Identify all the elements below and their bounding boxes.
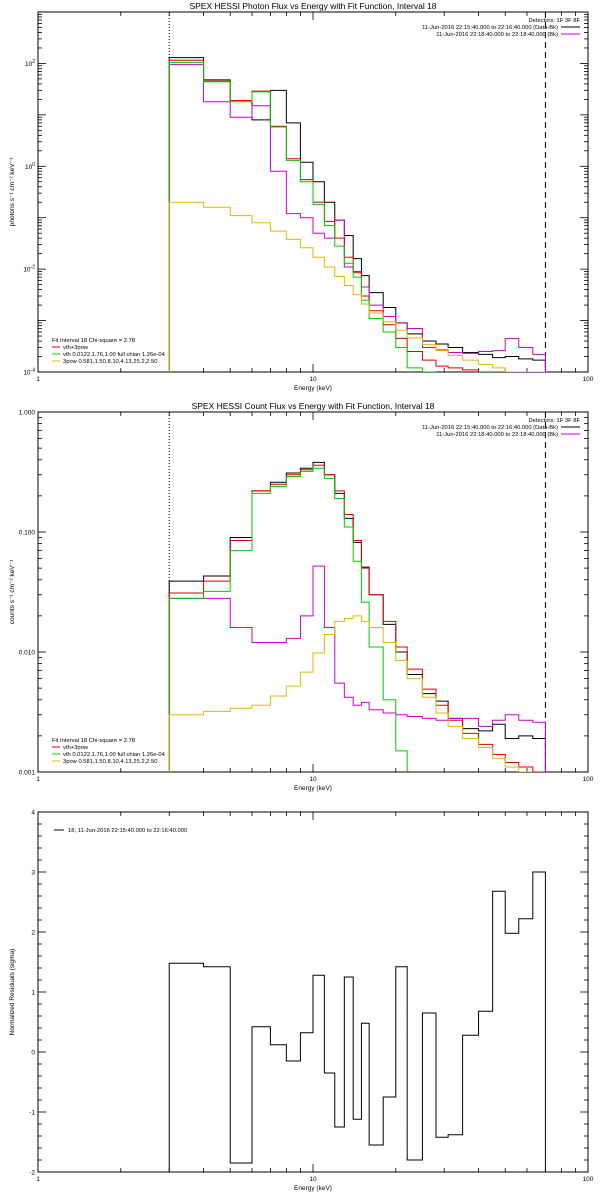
legend-entry-text: 11-Jun-2016 22:18:40.000 to 22:18:40.000… bbox=[436, 32, 558, 38]
y-tick-label: 3 bbox=[31, 870, 35, 877]
chart-title: SPEX HESSI Photon Flux vs Energy with Fi… bbox=[189, 1, 436, 11]
x-tick-label: 100 bbox=[583, 376, 594, 383]
y-axis: -2 -1 0 1 2 3 4 bbox=[29, 810, 588, 1177]
y-axis: 0.001 0.010 0.100 1.000 bbox=[19, 410, 588, 777]
x-tick-label: 1 bbox=[36, 1176, 40, 1183]
y-tick-exponent: -4 bbox=[31, 368, 36, 374]
legend-entry-text: 3pow 0.581,1.50,8.10,4.13,25.2,2.50 bbox=[63, 359, 157, 365]
y-tick-base: 0 bbox=[31, 1050, 35, 1057]
y-tick-label: 1.000 bbox=[19, 410, 36, 417]
series-group bbox=[168, 461, 546, 772]
legend-entry-text: vth+3pow bbox=[63, 745, 89, 751]
y-tick-label: 102 bbox=[25, 59, 35, 68]
series-bk bbox=[168, 565, 546, 772]
series-data-bk bbox=[168, 57, 546, 372]
y-tick-label: 10-2 bbox=[23, 265, 35, 274]
series-vth-3pow bbox=[168, 59, 546, 372]
y-tick-label: 2 bbox=[31, 930, 35, 937]
legend-bottom-left: Fit Interval 18 Chi-square = 2.78vth+3po… bbox=[52, 738, 166, 765]
y-tick-base: 0.001 bbox=[19, 770, 36, 777]
series-vth bbox=[168, 467, 408, 772]
y-tick-exponent: 0 bbox=[32, 162, 35, 168]
y-tick-base: 2 bbox=[31, 930, 35, 937]
x-tick-label: 10 bbox=[309, 376, 317, 383]
y-tick-label: -2 bbox=[29, 1170, 35, 1177]
y-tick-base: 4 bbox=[31, 810, 35, 817]
series-group bbox=[168, 57, 546, 372]
y-tick-base: 10 bbox=[25, 164, 33, 171]
y-tick-exponent: 2 bbox=[32, 59, 35, 65]
y-tick-base: 3 bbox=[31, 870, 35, 877]
panel-resid: 1 10 100 Energy (keV) -2 -1 0 1 2 3 4 Normalized Re… bbox=[9, 810, 594, 1193]
y-tick-label: 10-4 bbox=[23, 368, 35, 377]
y-tick-label: 1 bbox=[31, 990, 35, 997]
y-axis-label: photons s⁻¹ cm⁻² keV⁻¹ bbox=[9, 157, 16, 226]
legend-entry-text: 3pow 0.581,1.50,8.10,4.13,25.2,2.50 bbox=[63, 759, 157, 765]
series-data-bk bbox=[168, 461, 546, 772]
x-tick-label: 10 bbox=[309, 776, 317, 783]
y-axis-label: counts s⁻¹ cm⁻² keV⁻¹ bbox=[9, 559, 16, 624]
legend-header: Detectors: 1F 3F 8F bbox=[528, 418, 580, 424]
x-tick-label: 1 bbox=[36, 776, 40, 783]
y-tick-base: 0.100 bbox=[19, 530, 36, 537]
y-tick-label: 0 bbox=[31, 1050, 35, 1057]
series-18-11-jun-2016-22-15-40-000-to-22-16-40-000 bbox=[168, 871, 546, 1172]
legend-bottom-left: Fit Interval 18 Chi-square = 2.78vth+3po… bbox=[52, 338, 166, 365]
legend-entry-text: 11-Jun-2016 22:15:40.000 to 22:16:40.000… bbox=[422, 25, 558, 31]
panel-count: SPEX HESSI Count Flux vs Energy with Fit… bbox=[9, 401, 594, 792]
y-tick-label: 0.001 bbox=[19, 770, 36, 777]
legend-entry-text: 11-Jun-2016 22:15:40.000 to 22:16:40.000… bbox=[422, 425, 558, 431]
series-group bbox=[168, 871, 546, 1172]
x-tick-label: 100 bbox=[583, 1176, 594, 1183]
series-3pow bbox=[168, 615, 533, 772]
x-tick-label: 100 bbox=[583, 776, 594, 783]
y-tick-base: 10 bbox=[23, 267, 31, 274]
y-tick-label: 0.100 bbox=[19, 530, 36, 537]
x-axis: 1 10 100 bbox=[36, 412, 594, 783]
y-tick-label: 100 bbox=[25, 162, 35, 171]
series-bk bbox=[168, 64, 546, 372]
x-axis: 1 10 100 bbox=[36, 812, 594, 1183]
x-tick-label: 1 bbox=[36, 376, 40, 383]
legend-top-left: 18, 11-Jun-2016 22:15:40.000 to 22:16:40… bbox=[54, 828, 187, 834]
y-tick-label: 0.010 bbox=[19, 650, 36, 657]
y-tick-base: 10 bbox=[25, 61, 33, 68]
panel-photon: SPEX HESSI Photon Flux vs Energy with Fi… bbox=[9, 1, 594, 392]
y-tick-label: 4 bbox=[31, 810, 35, 817]
legend-header: Detectors: 1F 3F 8F bbox=[528, 18, 580, 24]
legend-entry-text: 18, 11-Jun-2016 22:15:40.000 to 22:16:40… bbox=[68, 828, 187, 834]
legend-entry-text: 11-Jun-2016 22:18:40.000 to 22:18:40.000… bbox=[436, 432, 558, 438]
legend-fit-info: Fit Interval 18 Chi-square = 2.78 bbox=[52, 738, 135, 744]
series-3pow bbox=[168, 201, 546, 372]
x-axis-label: Energy (keV) bbox=[294, 785, 332, 792]
legend-entry-text: vth 0.0122,1.76,1.00 full chian 1.26e-04 bbox=[63, 752, 166, 758]
y-tick-base: 10 bbox=[23, 370, 31, 377]
x-axis-label: Energy (keV) bbox=[294, 1185, 332, 1192]
y-tick-label: -1 bbox=[29, 1110, 35, 1117]
x-axis-label: Energy (keV) bbox=[294, 385, 332, 392]
legend-fit-info: Fit Interval 18 Chi-square = 2.78 bbox=[52, 338, 135, 344]
series-vth bbox=[168, 61, 436, 372]
chart-title: SPEX HESSI Count Flux vs Energy with Fit… bbox=[192, 401, 435, 411]
y-tick-exponent: -2 bbox=[31, 265, 36, 271]
y-axis-label: Normalized Residuals (sigma) bbox=[9, 949, 16, 1036]
legend-entry-text: vth+3pow bbox=[63, 345, 89, 351]
legend-entry-text: vth 0.0122,1.76,1.00 full chian 1.26e-04 bbox=[63, 352, 166, 358]
y-tick-base: 1 bbox=[31, 990, 35, 997]
y-tick-base: -1 bbox=[29, 1110, 35, 1117]
y-tick-base: 1.000 bbox=[19, 410, 36, 417]
y-tick-base: 0.010 bbox=[19, 650, 36, 657]
x-tick-label: 10 bbox=[309, 1176, 317, 1183]
x-axis: 1 10 100 bbox=[36, 12, 594, 383]
y-tick-base: -2 bbox=[29, 1170, 35, 1177]
